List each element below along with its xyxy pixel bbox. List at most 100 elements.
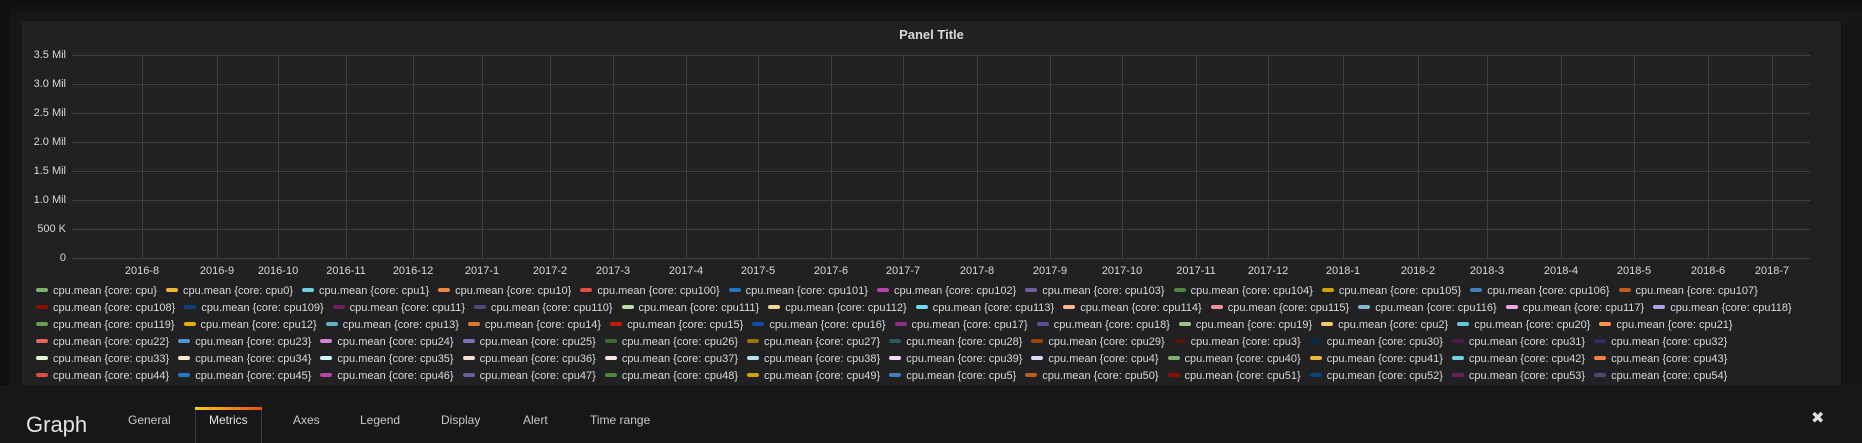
legend-item[interactable]: cpu.mean {core: cpu31}: [1451, 334, 1586, 351]
legend-label[interactable]: cpu.mean {core: cpu31}: [1468, 336, 1586, 348]
legend-color-swatch[interactable]: [320, 356, 333, 361]
legend-item[interactable]: cpu.mean {core: cpu3}: [1173, 334, 1301, 351]
legend-label[interactable]: cpu.mean {core: cpu105}: [1338, 285, 1462, 297]
legend-label[interactable]: cpu.mean {core: cpu40}: [1184, 353, 1301, 365]
legend-item[interactable]: cpu.mean {core: cpu40}: [1167, 351, 1301, 368]
legend-item[interactable]: cpu.mean {core: cpu113}: [915, 300, 1054, 317]
legend-label[interactable]: cpu.mean {core: cpu39}: [906, 353, 1023, 365]
legend-color-swatch[interactable]: [1309, 339, 1322, 344]
legend-label[interactable]: cpu.mean {core: cpu30}: [1326, 336, 1443, 348]
legend-color-swatch[interactable]: [1451, 373, 1464, 378]
legend-label[interactable]: cpu.mean {core: cpu10}: [455, 285, 572, 297]
legend-label[interactable]: cpu.mean {core: cpu35}: [337, 353, 454, 365]
legend-item[interactable]: cpu.mean {core: cpu102}: [876, 283, 1017, 300]
legend-color-swatch[interactable]: [728, 288, 741, 293]
legend-label[interactable]: cpu.mean {core: cpu102}: [893, 285, 1017, 297]
legend-color-swatch[interactable]: [580, 288, 593, 293]
legend-color-swatch[interactable]: [1031, 356, 1044, 361]
legend-item[interactable]: cpu.mean {core: cpu34}: [178, 351, 311, 368]
legend-label[interactable]: cpu.mean {core: cpu16}: [769, 319, 886, 331]
legend-label[interactable]: cpu.mean {core: cpu110}: [491, 302, 613, 314]
legend-label[interactable]: cpu.mean {core: cpu1}: [319, 285, 430, 297]
legend-color-swatch[interactable]: [915, 305, 928, 310]
legend-item[interactable]: cpu.mean {core: cpu38}: [747, 351, 880, 368]
legend-color-swatch[interactable]: [183, 322, 196, 327]
legend-label[interactable]: cpu.mean {core: cpu19}: [1195, 319, 1313, 331]
panel-title[interactable]: Panel Title: [899, 27, 964, 42]
legend-label[interactable]: cpu.mean {core: cpu26}: [621, 336, 739, 348]
tab-legend[interactable]: Legend: [360, 413, 401, 427]
legend-color-swatch[interactable]: [462, 339, 475, 344]
legend-item[interactable]: cpu.mean {core: cpu22}: [36, 334, 169, 351]
legend-item[interactable]: cpu.mean {core: cpu42}: [1451, 351, 1586, 368]
legend-color-swatch[interactable]: [1309, 356, 1322, 361]
legend-item[interactable]: cpu.mean {core: cpu30}: [1309, 334, 1443, 351]
legend-label[interactable]: cpu.mean {core: cpu37}: [621, 353, 739, 365]
legend-color-swatch[interactable]: [1594, 339, 1607, 344]
legend-color-swatch[interactable]: [325, 322, 338, 327]
legend-item[interactable]: cpu.mean {core: cpu43}: [1594, 351, 1727, 368]
legend-item[interactable]: cpu.mean {core: cpu25}: [462, 334, 596, 351]
legend-label[interactable]: cpu.mean {core: cpu42}: [1468, 353, 1586, 365]
legend-item[interactable]: cpu.mean {core: cpu16}: [752, 317, 886, 334]
legend-label[interactable]: cpu.mean {core: cpu104}: [1190, 285, 1313, 297]
legend-item[interactable]: cpu.mean {core: cpu1}: [302, 283, 429, 300]
legend-label[interactable]: cpu.mean {core: cpu107}: [1635, 285, 1758, 297]
legend-label[interactable]: cpu.mean {core: cpu45}: [195, 370, 312, 382]
legend-color-swatch[interactable]: [1309, 373, 1322, 378]
legend-color-swatch[interactable]: [1036, 322, 1049, 327]
legend-color-swatch[interactable]: [36, 373, 48, 378]
legend-item[interactable]: cpu.mean {core: cpu52}: [1309, 368, 1443, 383]
legend-item[interactable]: cpu.mean {core: cpu107}: [1618, 283, 1758, 300]
legend-item[interactable]: cpu.mean {core: cpu106}: [1470, 283, 1610, 300]
legend-item[interactable]: cpu.mean {core: cpu28}: [889, 334, 1022, 351]
legend-label[interactable]: cpu.mean {core: cpu119}: [53, 319, 175, 331]
legend-label[interactable]: cpu.mean {core: cpu28}: [906, 336, 1023, 348]
legend-label[interactable]: cpu.mean {core: cpu22}: [53, 336, 170, 348]
legend-item[interactable]: cpu.mean {core: cpu18}: [1036, 317, 1170, 334]
legend-label[interactable]: cpu.mean {core: cpu47}: [479, 370, 596, 382]
legend-item[interactable]: cpu.mean {core: cpu10}: [438, 283, 571, 300]
legend-color-swatch[interactable]: [889, 373, 902, 378]
legend-label[interactable]: cpu.mean {core: cpu51}: [1184, 370, 1301, 382]
legend-label[interactable]: cpu.mean {core: cpu23}: [195, 336, 312, 348]
legend-item[interactable]: cpu.mean {core: cpu29}: [1031, 334, 1165, 351]
legend-color-swatch[interactable]: [320, 373, 333, 378]
legend-label[interactable]: cpu.mean {core: cpu41}: [1326, 353, 1443, 365]
legend-item[interactable]: cpu.mean {core: cpu23}: [178, 334, 311, 351]
legend-label[interactable]: cpu.mean {core: cpu24}: [337, 336, 454, 348]
legend-label[interactable]: cpu.mean {core: cpu52}: [1326, 370, 1443, 382]
legend-label[interactable]: cpu.mean {core: cpu18}: [1053, 319, 1170, 331]
legend-label[interactable]: cpu.mean {core: cpu36}: [479, 353, 596, 365]
legend-label[interactable]: cpu.mean {core: cpu4}: [1048, 353, 1159, 365]
legend-label[interactable]: cpu.mean {core: cpu33}: [53, 353, 170, 365]
legend-color-swatch[interactable]: [1358, 305, 1371, 310]
legend-item[interactable]: cpu.mean {core: cpu54}: [1594, 368, 1727, 383]
legend-item[interactable]: cpu.mean {core: cpu2}: [1321, 317, 1448, 334]
tab-general[interactable]: General: [128, 413, 171, 427]
legend-color-swatch[interactable]: [1451, 339, 1464, 344]
legend-color-swatch[interactable]: [462, 356, 475, 361]
legend-color-swatch[interactable]: [320, 339, 333, 344]
graph-panel[interactable]: Panel Title 3.5 Mil 3.0 Mil 2.5 Mil 2.0 Mil…: [22, 21, 1841, 385]
legend-color-swatch[interactable]: [889, 356, 902, 361]
legend-color-swatch[interactable]: [747, 339, 760, 344]
legend-color-swatch[interactable]: [1457, 322, 1470, 327]
legend-label[interactable]: cpu.mean {core: cpu5}: [906, 370, 1017, 382]
legend-item[interactable]: cpu.mean {core: cpu37}: [604, 351, 739, 368]
plot-area[interactable]: 3.5 Mil 3.0 Mil 2.5 Mil 2.0 Mil 1.5 Mil 1.0 M…: [34, 49, 1810, 264]
legend-color-swatch[interactable]: [747, 356, 760, 361]
legend-color-swatch[interactable]: [768, 305, 781, 310]
legend-color-swatch[interactable]: [1618, 288, 1631, 293]
legend-item[interactable]: cpu.mean {core: cpu36}: [462, 351, 596, 368]
legend-color-swatch[interactable]: [1167, 356, 1180, 361]
legend-item[interactable]: cpu.mean {core: cpu24}: [320, 334, 454, 351]
legend-item[interactable]: cpu.mean {core: cpu116}: [1358, 300, 1497, 317]
legend-label[interactable]: cpu.mean {core: cpu32}: [1611, 336, 1728, 348]
legend-label[interactable]: cpu.mean {core: cpu3}: [1190, 336, 1301, 348]
legend-color-swatch[interactable]: [1063, 305, 1076, 310]
legend-color-swatch[interactable]: [178, 356, 191, 361]
legend-label[interactable]: cpu.mean {core: cpu25}: [479, 336, 596, 348]
legend-item[interactable]: cpu.mean {core: cpu}: [36, 283, 157, 300]
legend-item[interactable]: cpu.mean {core: cpu109}: [184, 300, 324, 317]
